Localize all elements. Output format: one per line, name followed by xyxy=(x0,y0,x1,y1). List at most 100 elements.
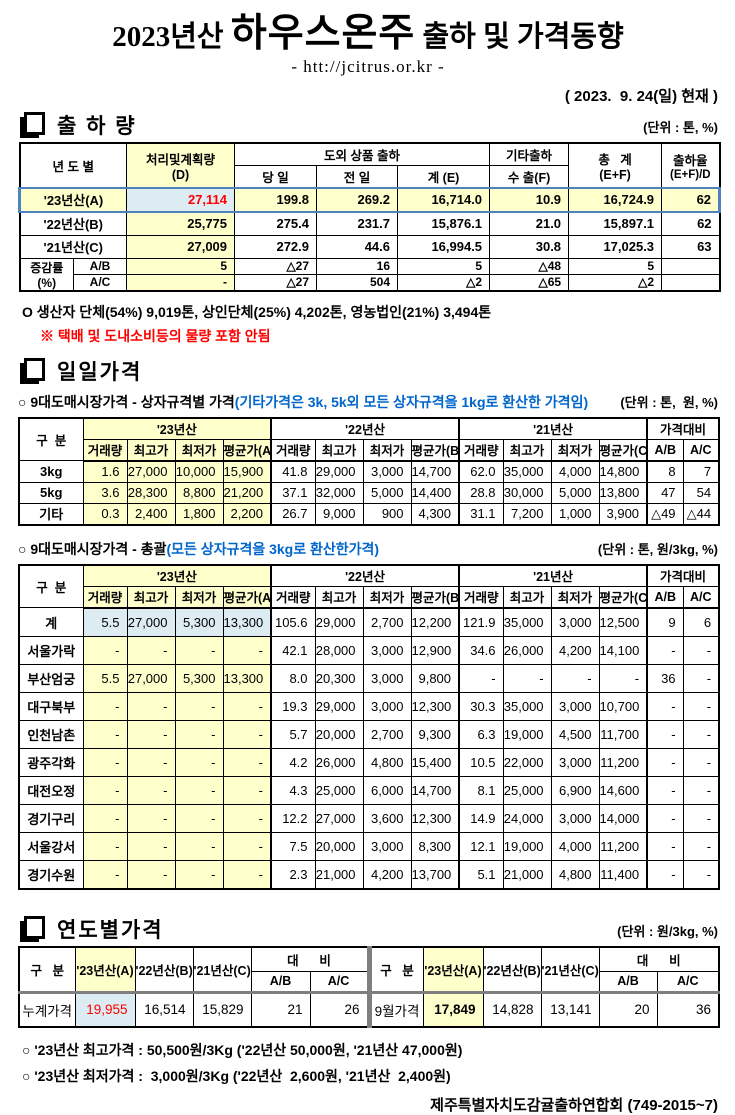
col-header-total-line1: 총 계 xyxy=(598,152,632,167)
cell: 8 xyxy=(646,460,684,483)
cell: 12,900 xyxy=(410,635,460,665)
row-label: 서울강서 xyxy=(18,831,84,861)
cell: 13,700 xyxy=(410,859,460,890)
cell: 30,000 xyxy=(502,481,552,504)
cell: 63 xyxy=(661,234,721,259)
col-subheader: 거래량 xyxy=(82,585,128,609)
col-header-gubun: 구 분 xyxy=(18,946,76,993)
shipment-row: '22년산(B) 25,775 275.4 231.7 15,876.1 21.0 15,8… xyxy=(18,211,721,236)
cell: - xyxy=(682,775,720,805)
shipment-row: '21년산(C) 27,009 272.9 44.6 16,994.5 30.8 17,02… xyxy=(18,234,721,259)
cell: 24,000 xyxy=(502,803,552,833)
col-header-plan-line1: 처리및계획량 xyxy=(146,152,216,167)
url-line: - htt://jcitrus.or.kr - xyxy=(291,56,445,76)
cell: 10.5 xyxy=(458,747,504,777)
col-header-rate-line2: (E+F)/D xyxy=(670,168,711,181)
col-header-gubun: 구 분 xyxy=(18,564,84,609)
row-label: '22년산(B) xyxy=(18,211,128,236)
cell: 29,000 xyxy=(314,691,364,721)
cell: 16 xyxy=(316,257,399,275)
col-header-year-b: '22년산(B) xyxy=(134,946,194,993)
row-label: 계 xyxy=(18,607,84,637)
cell: 121.9 xyxy=(458,607,504,637)
cell: 3,000 xyxy=(362,691,412,721)
cell: - xyxy=(550,663,600,693)
cell: 6 xyxy=(682,607,720,637)
col-header-sum: 계 (E) xyxy=(397,164,491,189)
cell: 11,200 xyxy=(598,747,648,777)
box-price-paren: (기타가격은 3k, 5k외 모든 상자규격을 1kg로 환산한 가격임) xyxy=(234,393,589,410)
cell: - xyxy=(174,719,224,749)
row-label: 서울가락 xyxy=(18,635,84,665)
col-subheader: A/B xyxy=(646,438,684,462)
cell: - xyxy=(126,635,176,665)
price-row: 계 5.5 27,000 5,300 13,300 105.6 29,000 2,700 12,… xyxy=(18,607,720,637)
cell: - xyxy=(682,747,720,777)
report-title: 2023년산 하우스온주 출하 및 가격동향 xyxy=(18,13,718,55)
cell: 9,300 xyxy=(410,719,460,749)
price-row: 서울강서 - - - -7.5 20,000 3,000 8,300 12.1 19,000 4,0… xyxy=(18,831,720,861)
cell: 8,300 xyxy=(410,831,460,861)
cell: 3,000 xyxy=(550,747,600,777)
cell: 3,600 xyxy=(362,803,412,833)
cell: 1,000 xyxy=(550,502,600,526)
cell: 16,714.0 xyxy=(397,186,491,213)
header-row: 년 도 별 처리및계획량 (D) 도외 상품 출하 기타출하 총 계 (E+F) 출… xyxy=(18,142,721,189)
col-subheader: 거래량 xyxy=(458,585,504,609)
row-label: 부산엄궁 xyxy=(18,663,84,693)
cell: 13,141 xyxy=(540,990,600,1028)
cell xyxy=(661,273,721,292)
cell: 31.1 xyxy=(458,502,504,526)
col-group-header: '23년산 xyxy=(82,417,272,440)
price-row: 대구북부 - - - -19.3 29,000 3,000 12,300 30.3 35,000 3… xyxy=(18,691,720,721)
cell: - xyxy=(126,719,176,749)
cell: 30.3 xyxy=(458,691,504,721)
col-subheader: 평균가(C) xyxy=(598,585,648,609)
shipment-table: 년 도 별 처리및계획량 (D) 도외 상품 출하 기타출하 총 계 (E+F) 출… xyxy=(17,141,722,292)
total-price-label: ○ 9대도매시장가격 - 총괄 xyxy=(18,540,167,557)
min-price-note: ○ '23년산 최저가격 : 3,000원/3Kg ('22년산 2,600원,… xyxy=(22,1067,451,1084)
col-header-rate-line1: 출하율 xyxy=(673,153,708,168)
row-label: 광주각화 xyxy=(18,747,84,777)
cell: 7,200 xyxy=(502,502,552,526)
cell: 10,700 xyxy=(598,691,648,721)
cell: - xyxy=(682,691,720,721)
cell: 14,828 xyxy=(482,990,542,1028)
cell: 4,000 xyxy=(550,831,600,861)
cell: 14,600 xyxy=(598,775,648,805)
price-row: 경기수원 - - - -2.3 21,000 4,200 13,700 5.1 21,000 4,8… xyxy=(18,859,720,890)
cell: 12,300 xyxy=(410,803,460,833)
cell: 3,000 xyxy=(362,635,412,665)
col-header-year: 년 도 별 xyxy=(18,142,128,189)
cell: - xyxy=(82,747,128,777)
cell: 42.1 xyxy=(270,635,316,665)
col-subheader: 최고가 xyxy=(502,438,552,462)
doc-square-icon xyxy=(24,111,45,135)
row-label: '21년산(C) xyxy=(18,234,128,259)
cell: 37.1 xyxy=(270,481,316,504)
cell: - xyxy=(174,691,224,721)
cell: 6.3 xyxy=(458,719,504,749)
cell: 25,000 xyxy=(314,775,364,805)
cell: 27,114 xyxy=(126,186,236,213)
col-subheader: 평균가(B) xyxy=(410,438,460,462)
cell: 29,000 xyxy=(314,460,364,483)
price-row: 경기구리 - - - -12.2 27,000 3,600 12,300 14.9 24,000 3… xyxy=(18,803,720,833)
cell: △65 xyxy=(489,273,570,292)
col-header-year-a: '23년산(A) xyxy=(422,946,484,993)
col-subheader: 평균가(A) xyxy=(222,438,272,462)
cell: 4,300 xyxy=(410,502,460,526)
col-subheader: 최고가 xyxy=(126,585,176,609)
price-row: 서울가락 - - - -42.1 28,000 3,000 12,900 34.6 26,000 4… xyxy=(18,635,720,665)
col-group-header: '22년산 xyxy=(270,417,460,440)
col-header-year-c: '21년산(C) xyxy=(540,946,600,993)
cell: - xyxy=(646,803,684,833)
row-label: '23년산(A) xyxy=(17,186,128,213)
col-group-outbound: 도외 상품 출하 xyxy=(234,142,491,166)
cell: - xyxy=(222,859,272,890)
box-price-subtitle: ○ 9대도매시장가격 - 상자규격별 가격 (기타가격은 3k, 5k외 모든 상… xyxy=(18,392,718,412)
cell: 22,000 xyxy=(502,747,552,777)
cell: 12.2 xyxy=(270,803,316,833)
cell: 275.4 xyxy=(234,211,318,236)
row-label: 9월가격 xyxy=(366,990,424,1028)
